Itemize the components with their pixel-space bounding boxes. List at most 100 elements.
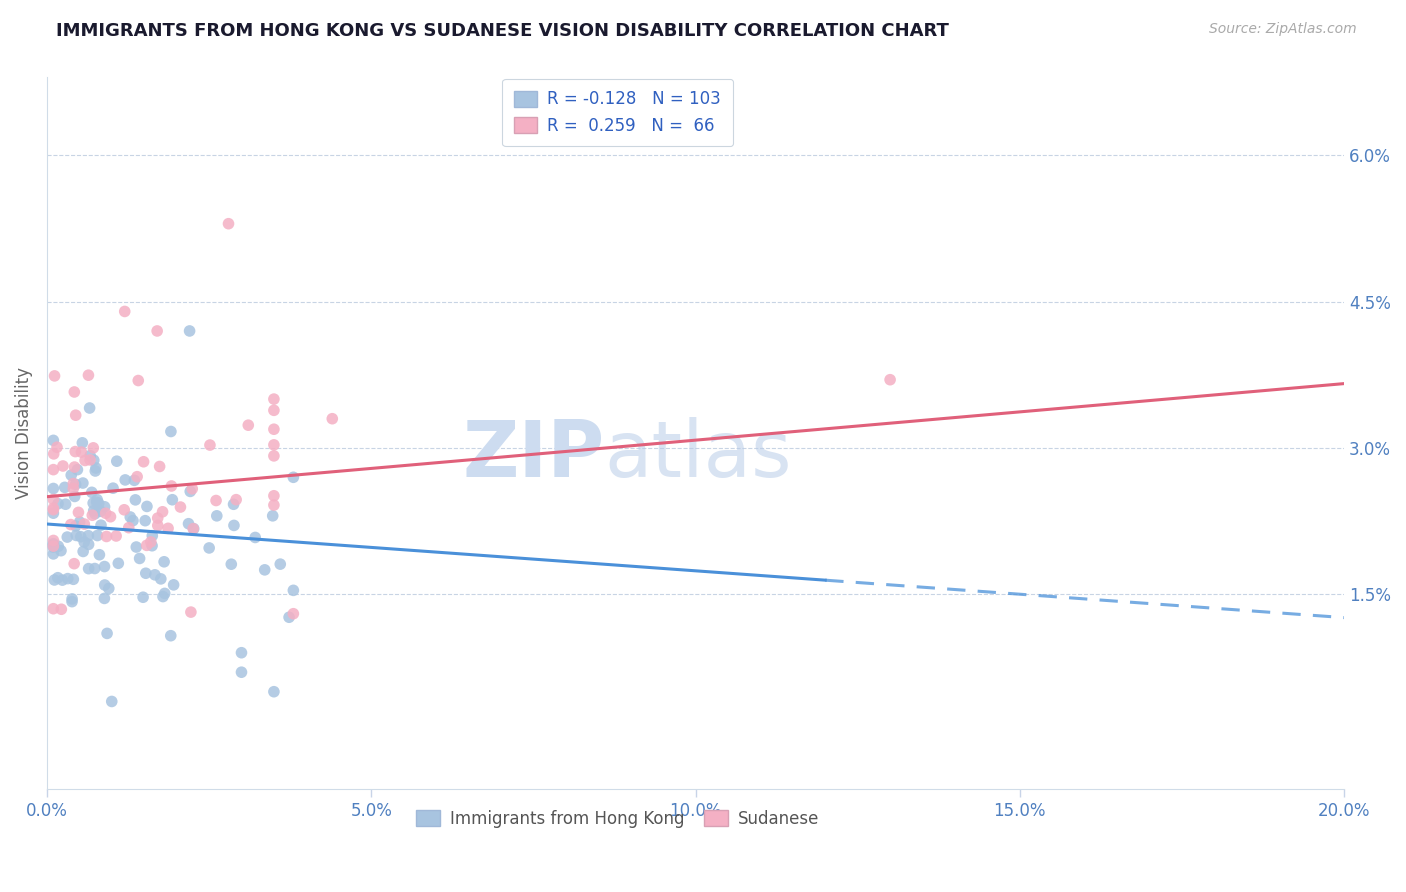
Point (65, 528, 87, 542)
Point (183, 522, 205, 536)
Point (65, 477, 87, 491)
Point (122, 514, 145, 528)
Point (42, 506, 65, 520)
Point (42, 434, 65, 448)
Point (146, 518, 169, 533)
Point (56, 530, 79, 544)
Point (42, 501, 65, 516)
Point (222, 518, 245, 533)
Point (263, 392, 285, 406)
Point (321, 411, 343, 425)
Point (79, 401, 101, 415)
Point (139, 535, 162, 549)
Point (63, 460, 86, 475)
Point (77, 561, 100, 575)
Point (162, 492, 184, 507)
Point (269, 557, 291, 571)
Point (160, 425, 183, 439)
Point (141, 539, 163, 553)
Point (124, 492, 146, 507)
Point (222, 497, 245, 511)
Point (181, 482, 204, 496)
Point (79, 449, 101, 463)
Point (283, 470, 305, 484)
Point (153, 555, 176, 569)
Point (159, 629, 181, 643)
Point (77, 368, 100, 383)
Point (93, 591, 115, 606)
Point (283, 583, 305, 598)
Point (135, 538, 157, 552)
Point (157, 521, 180, 535)
Point (87, 496, 110, 510)
Point (263, 449, 285, 463)
Point (149, 459, 172, 474)
Point (146, 324, 169, 338)
Point (69, 515, 91, 529)
Text: Source: ZipAtlas.com: Source: ZipAtlas.com (1209, 22, 1357, 37)
Point (60, 591, 83, 606)
Point (112, 502, 135, 516)
Point (278, 610, 301, 624)
Point (62, 482, 84, 496)
Point (59, 517, 82, 532)
Point (65, 408, 87, 422)
Point (49, 543, 72, 558)
Point (62, 476, 84, 491)
Text: ZIP: ZIP (463, 417, 605, 492)
Point (84, 507, 107, 521)
Point (149, 572, 172, 586)
Point (63, 490, 86, 504)
Point (72, 435, 94, 450)
Point (132, 591, 155, 605)
Point (77, 529, 100, 543)
Point (42, 537, 65, 551)
Point (60, 468, 83, 483)
Point (72, 476, 94, 491)
Point (51, 602, 73, 616)
Point (42, 533, 65, 548)
Point (42, 447, 65, 461)
Point (46, 440, 69, 454)
Point (86, 495, 108, 509)
Point (127, 469, 149, 483)
Point (263, 438, 285, 452)
Point (263, 498, 285, 512)
Point (128, 551, 150, 566)
Point (143, 567, 166, 582)
Point (44, 573, 66, 587)
Point (42, 492, 65, 507)
Point (127, 374, 149, 388)
Point (152, 505, 174, 519)
Point (179, 484, 201, 499)
Point (42, 462, 65, 476)
Point (141, 529, 163, 543)
Point (46, 497, 69, 511)
Point (42, 540, 65, 554)
Point (262, 508, 284, 523)
Point (114, 473, 136, 487)
Point (96, 529, 118, 543)
Point (114, 304, 136, 318)
Point (162, 578, 184, 592)
Point (94, 506, 117, 520)
Point (124, 473, 146, 487)
Y-axis label: Vision Disability: Vision Disability (15, 368, 32, 500)
Point (101, 481, 124, 495)
Point (93, 500, 115, 514)
Point (219, 558, 242, 572)
Point (96, 626, 118, 640)
Point (70, 445, 93, 459)
Point (83, 504, 105, 518)
Point (135, 566, 157, 581)
Point (46, 571, 69, 585)
Point (42, 547, 65, 561)
Point (60, 594, 83, 608)
Point (77, 537, 100, 551)
Point (198, 541, 221, 555)
Point (225, 492, 247, 507)
Point (231, 646, 253, 660)
Legend: Immigrants from Hong Kong, Sudanese: Immigrants from Hong Kong, Sudanese (409, 803, 825, 834)
Point (63, 557, 86, 571)
Point (86, 528, 108, 542)
